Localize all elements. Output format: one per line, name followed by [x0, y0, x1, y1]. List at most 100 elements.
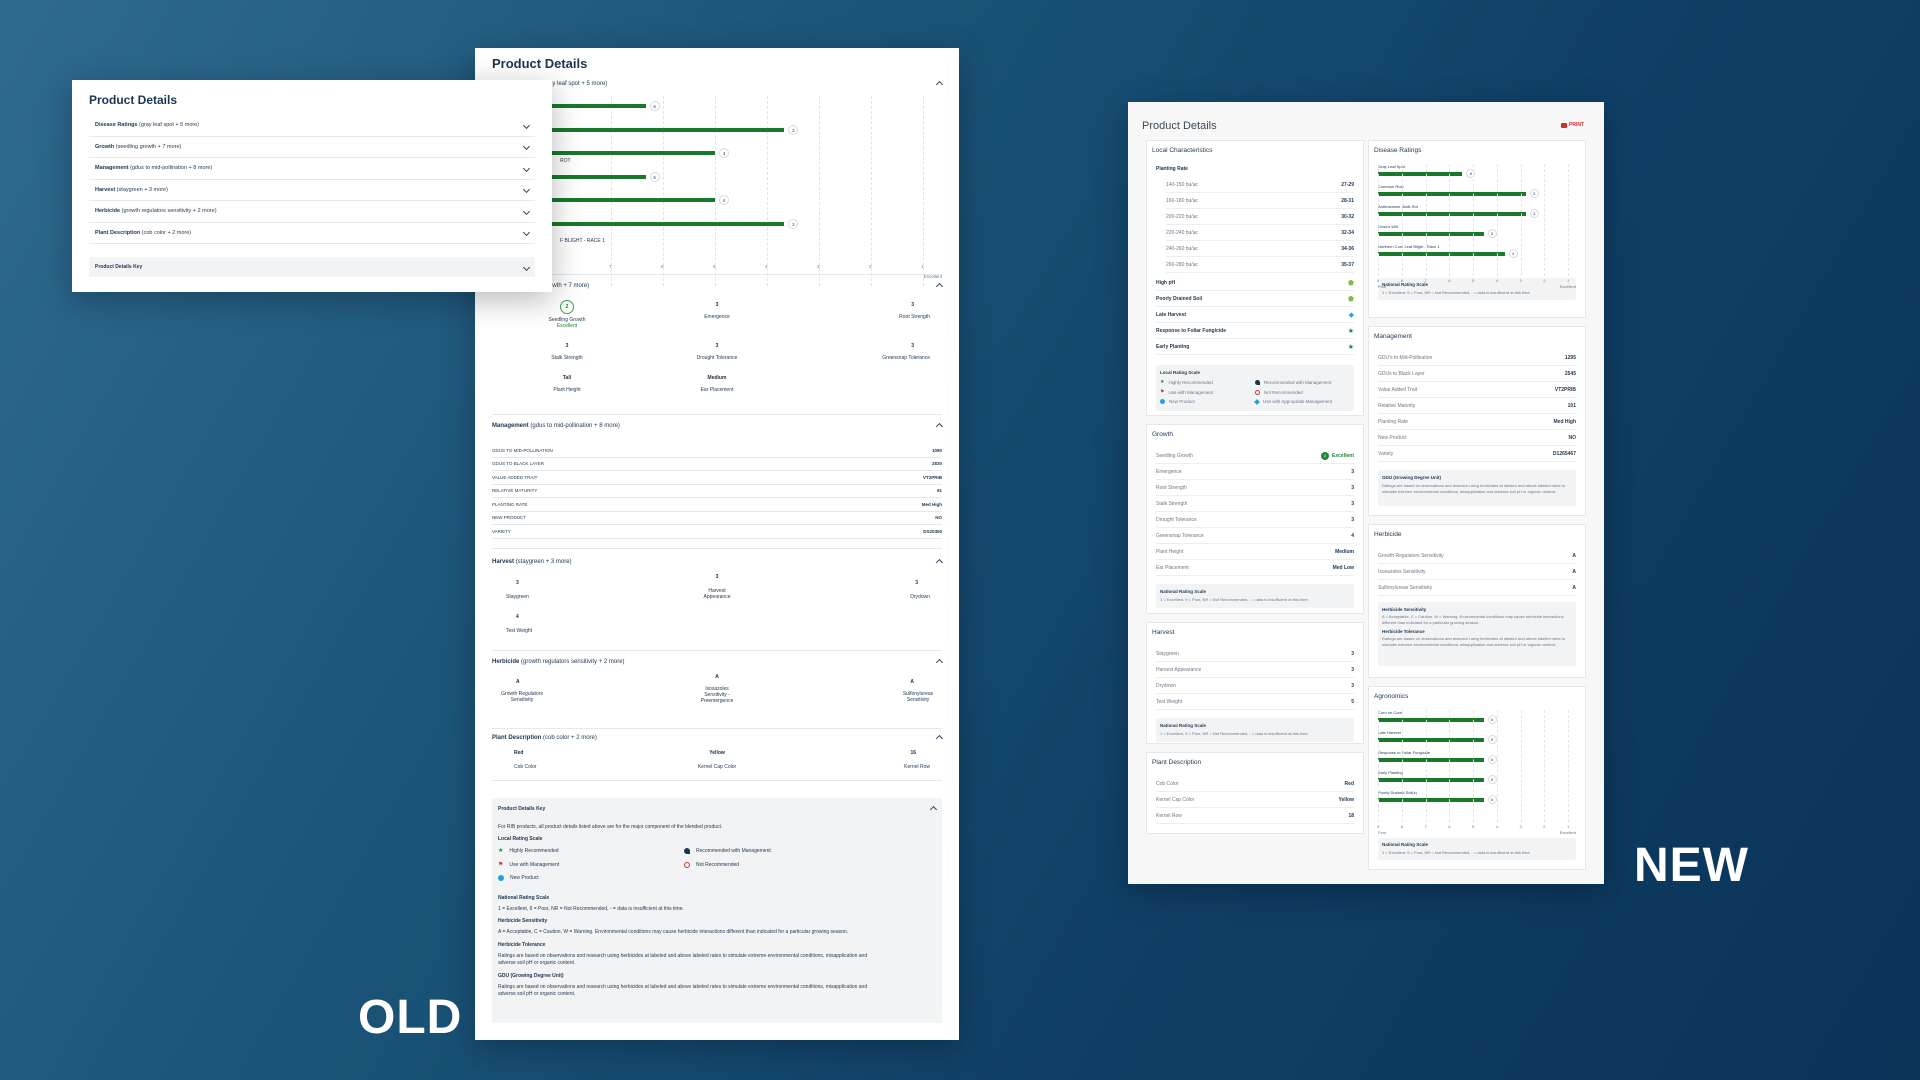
new-management-rows: GDU's to Mid-Pollination 1295 GDUs to Blac… [1374, 350, 1580, 462]
chart-bar-label: Late Harvest [1378, 730, 1401, 735]
old-growth-item: 2 Seedling Growth Excellent [492, 300, 642, 329]
kv-row: Drought Tolerance 3 [1156, 512, 1354, 528]
kv-value-wrap: 32-34 [1341, 230, 1354, 236]
new-local-title: Local Characteristics [1152, 147, 1213, 154]
new-label: NEW [1634, 839, 1749, 892]
chart-tick: 3 [1519, 824, 1522, 829]
kv-value: D1265467 [1552, 450, 1576, 457]
chart-axis-left: Poor [1378, 830, 1387, 835]
chart-gridline [1473, 710, 1474, 822]
rating-icon: ◆ [1348, 311, 1354, 319]
chart-bar-label: Response to Foliar Fungicide [1378, 750, 1431, 755]
kv-row: 220-240 bu/ac 32-34 [1166, 225, 1354, 241]
rating-icon: ★ [1347, 343, 1354, 351]
kv-value-wrap: NO [1569, 435, 1577, 441]
kv-value-wrap: A [1572, 585, 1576, 591]
new-disease-panel: Disease Ratings Gray Leaf Spot 6 Common Ru… [1368, 140, 1586, 318]
new-disease-title: Disease Ratings [1374, 147, 1422, 154]
old-herbicide-text: Isoxazoles Sensitivity - Preemergence [700, 686, 734, 704]
old-harvest-section: Harvest (staygreen + 3 more) 3 Staygreen … [492, 556, 944, 634]
kv-value: 27-29 [1341, 181, 1354, 188]
kv-key: Kernel Row [1156, 812, 1182, 819]
old-axis-tick: 7 [609, 264, 612, 269]
chart-bar-label: Goss's Wilt [1378, 224, 1398, 229]
old-key-item-text: Highly Recommended [509, 847, 559, 854]
kv-key: Drought Tolerance [1156, 516, 1197, 523]
print-button[interactable]: PRINT [1561, 122, 1584, 128]
chevron-up-icon [935, 734, 944, 742]
old-disease-chart: ROT F BLIGHT - RACE 1 7 6 5 4 3 2 1 Excellent 6… [492, 96, 942, 286]
kv-row: 200-220 bu/ac 30-32 [1166, 209, 1354, 225]
old-management-value: 1080 [931, 447, 942, 453]
kv-key: Isoxazoles Sensitivity [1378, 568, 1426, 575]
old-collapsed-key[interactable]: Product Details Key [89, 257, 535, 277]
old-plant-header[interactable]: Plant Description (cob color + 2 more) [492, 732, 944, 744]
old-collapsed-row[interactable]: Growth (seedling growth + 7 more) [89, 137, 535, 158]
old-herbicide-header[interactable]: Herbicide (growth regulators sensitivity… [492, 656, 944, 668]
kv-key: 160-180 bu/ac [1166, 197, 1198, 204]
kv-row: Value Added Trait VT2PRIB [1378, 382, 1576, 398]
chart-gridline [1449, 710, 1451, 822]
old-growth-item: 3 Emergence [642, 300, 792, 329]
new-trait-row: High pH ⬟ [1156, 275, 1354, 291]
kv-key: 240-260 bu/ac [1166, 245, 1198, 252]
kv-value-wrap: 18 [1348, 813, 1354, 819]
old-growth-item: Medium Ear Placement [642, 375, 792, 393]
kv-key: Relative Maturity [1378, 402, 1416, 409]
old-disease-header[interactable]: ay leaf spot + 5 more) [492, 78, 944, 90]
kv-key: Sulfonylureas Sensitivity [1378, 584, 1433, 591]
kv-key: Drydown [1156, 682, 1176, 689]
chart-bar-value: 5 [1487, 775, 1497, 784]
old-collapsed-row-sub: (seedling growth + 7 more) [115, 143, 182, 150]
old-collapsed-rows: Disease Ratings (gray leaf spot + 5 more… [89, 115, 535, 244]
kv-key: 260-280 bu/ac [1166, 261, 1198, 268]
chart-gridline [1496, 710, 1498, 822]
kv-row: Cob Color Red [1156, 776, 1354, 792]
old-management-row: NEW PRODUCT NO [492, 512, 942, 525]
old-management-value: 91 [936, 488, 942, 494]
old-harvest-value: 3 [715, 574, 719, 580]
old-harvest-text: Staygreen [506, 594, 529, 600]
star-icon: ★ [1160, 379, 1165, 385]
kv-value: Red [1344, 780, 1354, 787]
old-collapsed-key-label: Product Details Key [95, 264, 143, 270]
kv-row: Test Weight 5 [1156, 694, 1354, 710]
old-management-header[interactable]: Management (gdus to mid-pollination + 8 … [492, 420, 944, 432]
old-key-header[interactable]: Product Details Key [498, 805, 938, 813]
old-collapsed-row-text: Herbicide (growth regulators sensitivity… [95, 208, 217, 214]
old-disease-bar [507, 222, 785, 226]
old-collapsed-row[interactable]: Herbicide (growth regulators sensitivity… [89, 201, 535, 223]
old-management-value: Med High [921, 501, 942, 507]
old-harvest-header[interactable]: Harvest (staygreen + 3 more) [492, 556, 944, 568]
old-disease-bar-value: 4 [719, 148, 729, 158]
old-management-key: RELATIVE MATURITY [492, 488, 538, 494]
old-collapsed-row-sub: (growth regulators sensitivity + 2 more) [121, 208, 217, 215]
chevron-down-icon [522, 263, 531, 271]
old-growth-item: Tall Plant Height [492, 375, 642, 393]
old-collapsed-row[interactable]: Management (gdus to mid-pollination + 8 … [89, 158, 535, 180]
old-herbicide-item: A Isoxazoles Sensitivity - Preemergence [642, 674, 792, 704]
chart-bar-value: 5 [1487, 715, 1497, 724]
old-collapsed-row-text: Disease Ratings (gray leaf spot + 5 more… [95, 122, 199, 128]
chart-tick: 7 [1424, 278, 1427, 283]
new-trait-label: High pH [1156, 279, 1176, 286]
old-harvest-item: 3 Harvest Appearance [642, 574, 792, 600]
kv-value-wrap: 3 [1351, 517, 1354, 523]
chart-tick: 1 [1567, 278, 1570, 283]
new-note-text: Ratings are based on observations and re… [1382, 636, 1566, 647]
old-collapsed-row[interactable]: Harvest (staygreen + 3 more) [89, 180, 535, 201]
new-trait-label: Poorly Drained Soil [1156, 295, 1203, 302]
kv-key: Seedling Growth [1156, 452, 1193, 459]
old-collapsed-title: Product Details [89, 93, 178, 107]
old-collapsed-row[interactable]: Plant Description (cob color + 2 more) [89, 223, 535, 244]
old-herbicide-value: A [516, 679, 520, 685]
old-growth-header[interactable]: owth + 7 more) [492, 280, 944, 292]
new-note-text: 1 = Excellent, 9 = Poor, NR = Not Recomm… [1160, 597, 1309, 602]
new-management-title: Management [1374, 333, 1412, 340]
kv-key: 200-220 bu/ac [1166, 213, 1198, 220]
chart-bar [1378, 738, 1484, 742]
kv-key: Harvest Appearance [1156, 666, 1202, 673]
chart-gridline [1544, 710, 1546, 822]
old-collapsed-row[interactable]: Disease Ratings (gray leaf spot + 5 more… [89, 115, 535, 137]
chevron-up-icon [935, 282, 944, 290]
